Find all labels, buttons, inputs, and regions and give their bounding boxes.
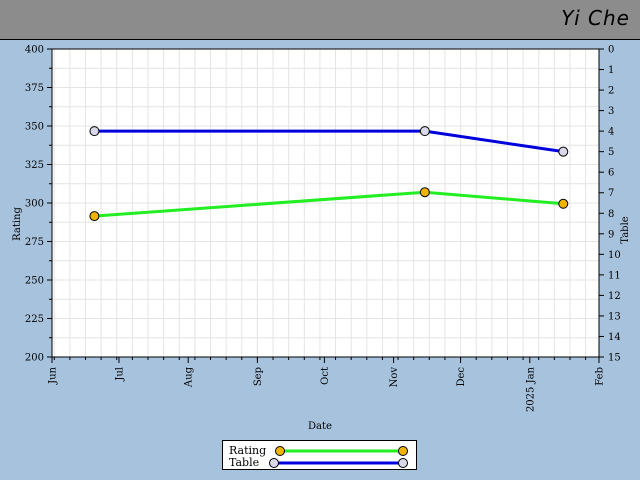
data-point-rating [419,187,430,198]
data-point-table [558,146,569,157]
y-tick-label: 225 [25,314,44,325]
y-tick-label: 250 [25,276,44,287]
y-tick-label: 300 [25,199,44,210]
legend-marker-rating-right [398,446,408,456]
legend-marker-table-right [398,458,408,468]
y2-tick-label: 9 [608,229,614,240]
y2-axis-title: Table [620,216,631,243]
x-axis-title: Date [308,421,332,432]
data-point-rating [89,211,100,222]
y2-tick-label: 14 [608,332,621,343]
y2-tick-label: 11 [608,270,621,281]
title-bar: Yi Che [0,0,640,40]
y2-tick-label: 5 [608,147,614,158]
legend-label-table: Table [229,456,260,469]
y2-tick-label: 8 [608,209,614,220]
x-tick-label: Sep [253,367,264,386]
data-point-table [89,126,100,137]
y-tick-label: 350 [25,122,44,133]
y2-tick-label: 13 [608,311,621,322]
y2-tick-label: 6 [608,168,614,179]
y2-tick-label: 7 [608,188,614,199]
x-tick-label: Dec [456,367,467,387]
series-layer [89,126,569,222]
data-point-table [419,126,430,137]
x-tick-label: Jul [114,367,125,382]
y-tick-label: 400 [25,45,44,56]
y-tick-label: 275 [25,237,44,248]
y-axis-title: Rating [12,207,23,241]
y2-tick-label: 3 [608,106,614,117]
x-tick-label: 2025 Jan [525,366,536,412]
y2-tick-label: 12 [608,291,621,302]
y2-tick-label: 1 [608,65,614,76]
page-title: Yi Che [561,6,630,30]
x-tick-label: Oct [320,367,331,385]
y2-tick-label: 0 [608,45,614,56]
y-tick-label: 200 [25,353,44,364]
x-tick-label: Nov [389,367,400,388]
y-tick-label: 375 [25,83,44,94]
y-tick-label: 325 [25,160,44,171]
y2-tick-label: 2 [608,86,614,97]
legend: Rating Table [222,440,417,470]
y2-tick-label: 15 [608,353,621,364]
legend-marker-table-left [269,458,279,468]
y2-tick-label: 4 [608,127,614,138]
data-point-rating [558,198,569,209]
legend-label-rating: Rating [229,444,267,457]
x-tick-label: Feb [595,367,606,386]
x-tick-label: Aug [184,366,195,388]
legend-swatches [269,446,408,468]
legend-marker-rating-left [275,446,285,456]
y2-tick-label: 10 [608,250,621,261]
x-tick-label: Jun [48,366,59,384]
